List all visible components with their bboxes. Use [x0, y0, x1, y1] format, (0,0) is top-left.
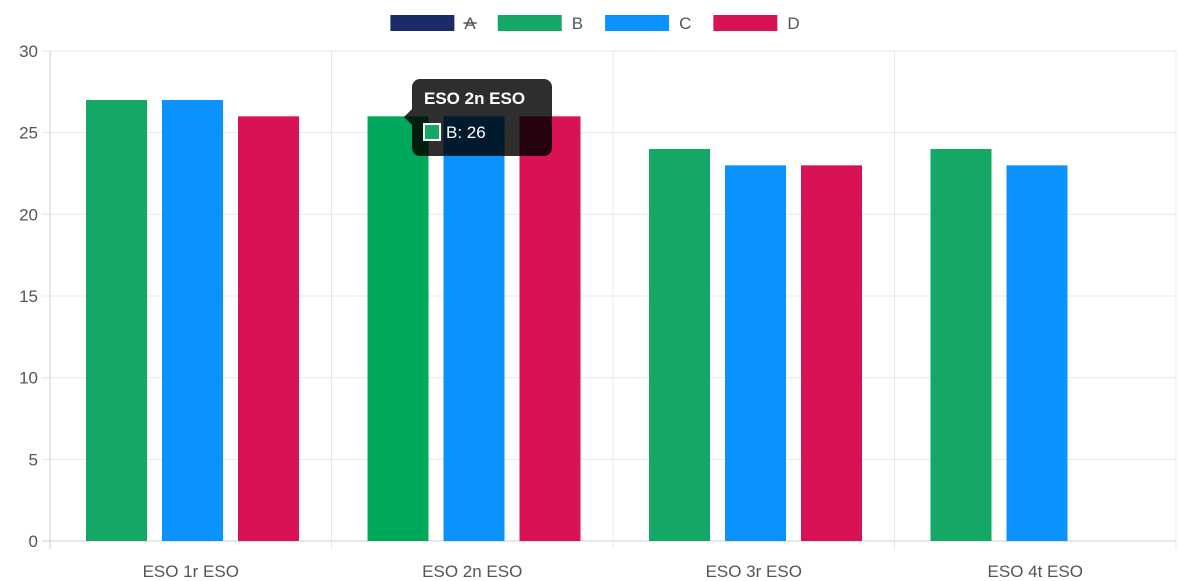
- legend-swatch-c: [605, 15, 670, 31]
- bar-d-3[interactable]: [801, 165, 862, 542]
- bar-c-2[interactable]: [443, 116, 505, 541]
- bar-c-3[interactable]: [725, 165, 786, 542]
- x-tick-label: ESO 2n ESO: [422, 562, 522, 581]
- legend-label-d: D: [787, 14, 799, 33]
- tooltip-label: B: 26: [446, 123, 486, 142]
- x-tick-label: ESO 3r ESO: [706, 562, 802, 581]
- legend: A B C D: [390, 14, 800, 33]
- legend-item-c[interactable]: C: [605, 14, 691, 33]
- tooltip-title: ESO 2n ESO: [424, 89, 526, 108]
- bar-d-2[interactable]: [519, 116, 581, 541]
- y-tick-label: 10: [19, 369, 38, 388]
- bars: [86, 100, 1068, 542]
- bar-b-1[interactable]: [86, 100, 147, 541]
- legend-swatch-b: [497, 15, 562, 31]
- x-tick-label: ESO 1r ESO: [143, 562, 239, 581]
- chart-tooltip: ESO 2n ESO B: 26: [404, 79, 552, 156]
- axes: 0 5 10 15 20 25 30 ESO 1r ESO ESO 2n ESO ESO 3r E…: [19, 42, 1083, 581]
- bar-c-1[interactable]: [162, 100, 223, 541]
- legend-swatch-d: [713, 15, 778, 31]
- bar-b-3[interactable]: [649, 149, 710, 541]
- bar-d-1[interactable]: [238, 116, 299, 541]
- y-tick-label: 20: [19, 205, 38, 224]
- y-tick-label: 0: [29, 532, 38, 551]
- bar-b-2[interactable]: [367, 116, 429, 541]
- y-tick-label: 15: [19, 287, 38, 306]
- legend-item-b[interactable]: B: [497, 14, 583, 33]
- y-tick-label: 5: [29, 450, 38, 469]
- legend-item-a[interactable]: A: [390, 14, 477, 33]
- bar-c-4[interactable]: [1006, 165, 1068, 542]
- y-tick-label: 25: [19, 124, 38, 143]
- grid-lines: [42, 50, 1177, 549]
- bar-b-4[interactable]: [930, 149, 992, 541]
- y-tick-label: 30: [19, 42, 38, 61]
- tooltip-caret: [404, 109, 412, 125]
- legend-item-d[interactable]: D: [713, 14, 800, 33]
- legend-label-c: C: [679, 14, 691, 33]
- tooltip-color-swatch: [423, 123, 441, 141]
- legend-label-b: B: [572, 14, 583, 33]
- x-tick-label: ESO 4t ESO: [988, 562, 1083, 581]
- legend-swatch-a: [390, 15, 455, 31]
